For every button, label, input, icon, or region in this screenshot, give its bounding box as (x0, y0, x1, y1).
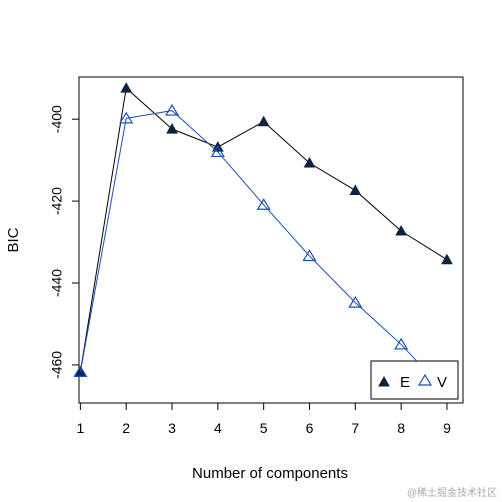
x-tick-label: 3 (168, 420, 176, 436)
watermark: @稀土掘金技术社区 (407, 486, 497, 499)
x-tick-label: 1 (76, 420, 84, 436)
y-tick-label: -460 (49, 351, 65, 379)
plot-frame (78, 76, 464, 404)
data-point-v-7 (348, 295, 363, 308)
data-point-v-4 (210, 145, 225, 158)
data-point-v-1 (73, 365, 88, 377)
data-point-e-7 (349, 184, 362, 195)
data-point-e-5 (257, 115, 270, 127)
x-tick-label: 4 (214, 420, 222, 436)
legend-label-e: E (400, 374, 410, 391)
x-tick-label: 8 (397, 420, 405, 436)
data-point-e-8 (395, 225, 407, 236)
data-point-v-8 (394, 337, 409, 350)
series-line-e (79, 87, 448, 372)
x-tick-label: 9 (443, 420, 451, 436)
data-point-v-3 (164, 103, 180, 116)
data-point-v-5 (256, 198, 271, 210)
data-point-e-2 (120, 82, 133, 93)
x-tick-label: 5 (260, 420, 268, 436)
legend-marker-e (378, 375, 390, 387)
data-point-v-6 (302, 249, 317, 262)
legend: E V (370, 360, 459, 400)
x-axis: 1 2 3 4 5 6 7 8 9 (76, 403, 451, 436)
data-point-e-6 (303, 157, 316, 168)
x-tick-label: 2 (122, 420, 130, 436)
data-point-v-2 (119, 111, 134, 124)
data-point-e-3 (166, 123, 178, 134)
x-axis-label: Number of components (192, 465, 348, 482)
x-tick-label: 7 (351, 420, 359, 436)
y-tick-label: -440 (49, 269, 65, 297)
series-layer (73, 82, 455, 399)
x-tick-label: 6 (306, 420, 314, 436)
y-tick-label: -420 (49, 187, 65, 215)
y-tick-label: -400 (49, 105, 65, 133)
data-point-e-9 (441, 253, 453, 265)
y-axis-label: BIC (5, 227, 22, 252)
y-axis: -400 -420 -440 -460 (49, 105, 79, 379)
series-line-v (79, 110, 448, 394)
legend-label-v: V (437, 374, 447, 391)
legend-marker-v (417, 373, 433, 386)
